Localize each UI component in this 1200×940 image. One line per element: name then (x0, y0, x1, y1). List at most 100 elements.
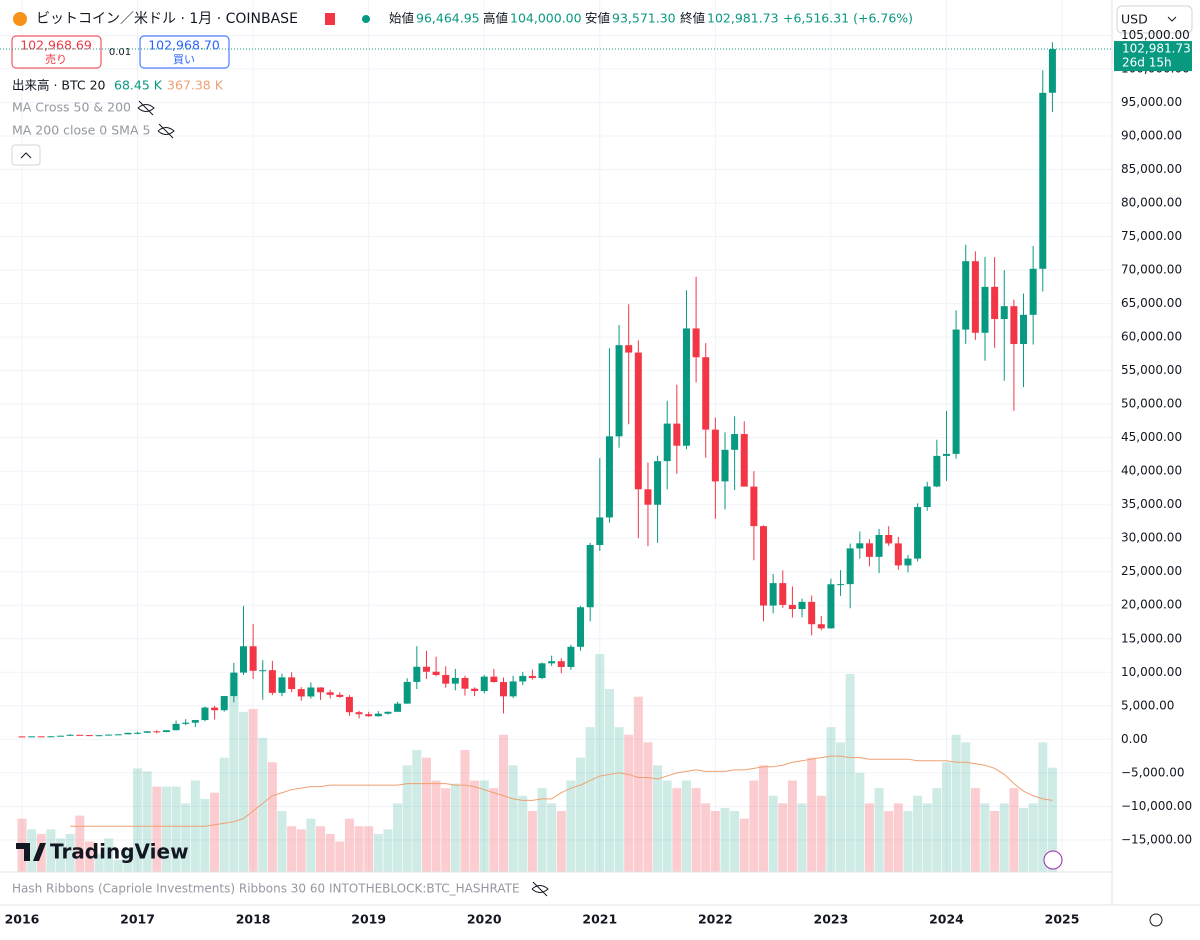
settings-icon[interactable] (1149, 913, 1163, 927)
sell-price[interactable]: 102,968.69 (20, 38, 92, 53)
candle-body (1010, 306, 1018, 345)
candle-body (962, 261, 970, 330)
open-value: 96,464.95 (416, 11, 480, 26)
candle-body (1029, 268, 1037, 315)
candle-body (114, 734, 122, 736)
candle-body (914, 507, 922, 559)
candle-body (942, 453, 950, 456)
axes: −15,000.00 −10,000.00 −5,000.00 0.00 5,000.0… (0, 28, 1192, 927)
volume-bar (864, 803, 874, 872)
volume-bar (556, 811, 566, 872)
volume-bar (1019, 807, 1029, 872)
flag-icon (325, 13, 335, 25)
volume-bar (855, 772, 865, 872)
candle-body (191, 720, 199, 723)
candle-body (57, 735, 65, 737)
candle-body (384, 711, 392, 714)
candle-body (731, 434, 739, 450)
candle-body (326, 692, 334, 695)
volume-bar (778, 803, 788, 872)
candle-body (673, 423, 681, 446)
collapse-button[interactable] (11, 144, 41, 166)
high-value: 104,000.00 (510, 11, 582, 26)
candle-body (788, 604, 796, 610)
indicator: MA 200 close 0 SMA 5 (12, 123, 150, 138)
volume-bar (200, 798, 210, 872)
close-label: 終値 (680, 11, 705, 26)
volume-bar (460, 750, 470, 872)
hidden-icon[interactable] (137, 100, 155, 116)
volume-bar (903, 811, 913, 872)
sell-label[interactable]: 売り (45, 53, 67, 66)
volume-bar (951, 734, 961, 872)
volume-bar (681, 780, 691, 872)
candle-body (798, 601, 806, 610)
volume-bar (393, 803, 403, 872)
hidden-icon[interactable] (531, 881, 549, 897)
volume-value: 68.45 K (114, 78, 163, 93)
currency[interactable]: USD (1121, 12, 1148, 27)
hidden-icon[interactable] (157, 123, 175, 139)
candle-body (307, 687, 315, 697)
candle-body (259, 670, 267, 672)
candle-body (480, 676, 488, 692)
candle-body (201, 707, 209, 721)
candle-body (634, 352, 642, 490)
candle-body (586, 544, 594, 608)
candle-body (528, 675, 536, 679)
volume-bar (94, 853, 104, 872)
candle-body (760, 526, 768, 606)
indicator: MA Cross 50 & 200 (12, 100, 131, 115)
candle-body (153, 731, 161, 733)
candle-body (885, 534, 893, 544)
volume-ma-line (70, 755, 1053, 827)
volume-bar (807, 757, 817, 872)
candle-body (971, 261, 979, 333)
buy-label[interactable]: 買い (173, 53, 195, 66)
candle-body (769, 583, 777, 606)
x-tick-label: 2016 (5, 912, 40, 927)
currency-button[interactable] (1116, 5, 1193, 34)
candle-body (557, 661, 565, 667)
volume-bar (479, 780, 489, 872)
candle-body (317, 687, 325, 693)
alert-icon[interactable] (1043, 850, 1063, 870)
y-tick-label: 85,000.00 (1121, 162, 1182, 176)
buy-button[interactable] (139, 35, 230, 69)
candle-body (413, 666, 421, 682)
volume-bar (585, 727, 595, 872)
candle-body (249, 646, 257, 671)
volume-bar (113, 859, 123, 872)
y-tick-label: 80,000.00 (1121, 196, 1182, 210)
volume-legend: 出来高 · BTC 20 (12, 78, 106, 93)
volume-bar (970, 788, 980, 872)
volume-bar (238, 711, 248, 872)
volume-bar (65, 833, 75, 872)
candle-body (355, 712, 363, 715)
candle-body (365, 714, 373, 717)
brand: TradingView (50, 840, 189, 864)
volume-bar (710, 811, 720, 872)
candle-body (124, 732, 132, 735)
volume-bar (277, 811, 287, 872)
volume-bar (306, 818, 316, 872)
volume-bar (142, 771, 152, 872)
candle-body (1000, 306, 1008, 320)
candle-body (403, 681, 411, 704)
candles (18, 42, 1056, 738)
candle-body (865, 543, 873, 557)
volume-bar (181, 803, 191, 872)
candle-body (422, 666, 430, 672)
sell-button[interactable] (11, 35, 102, 69)
candle-body (904, 558, 912, 566)
countdown: 26d 15h (1122, 56, 1172, 70)
volume-bar (999, 803, 1009, 872)
buy-price[interactable]: 102,968.70 (148, 38, 220, 53)
candle-body (519, 675, 527, 682)
status-dot (362, 15, 370, 23)
volume-bar (56, 838, 66, 872)
y-tick-label: 15,000.00 (1121, 631, 1182, 645)
volume-bar (614, 727, 624, 872)
y-tick-label: −5,000.00 (1121, 765, 1185, 779)
